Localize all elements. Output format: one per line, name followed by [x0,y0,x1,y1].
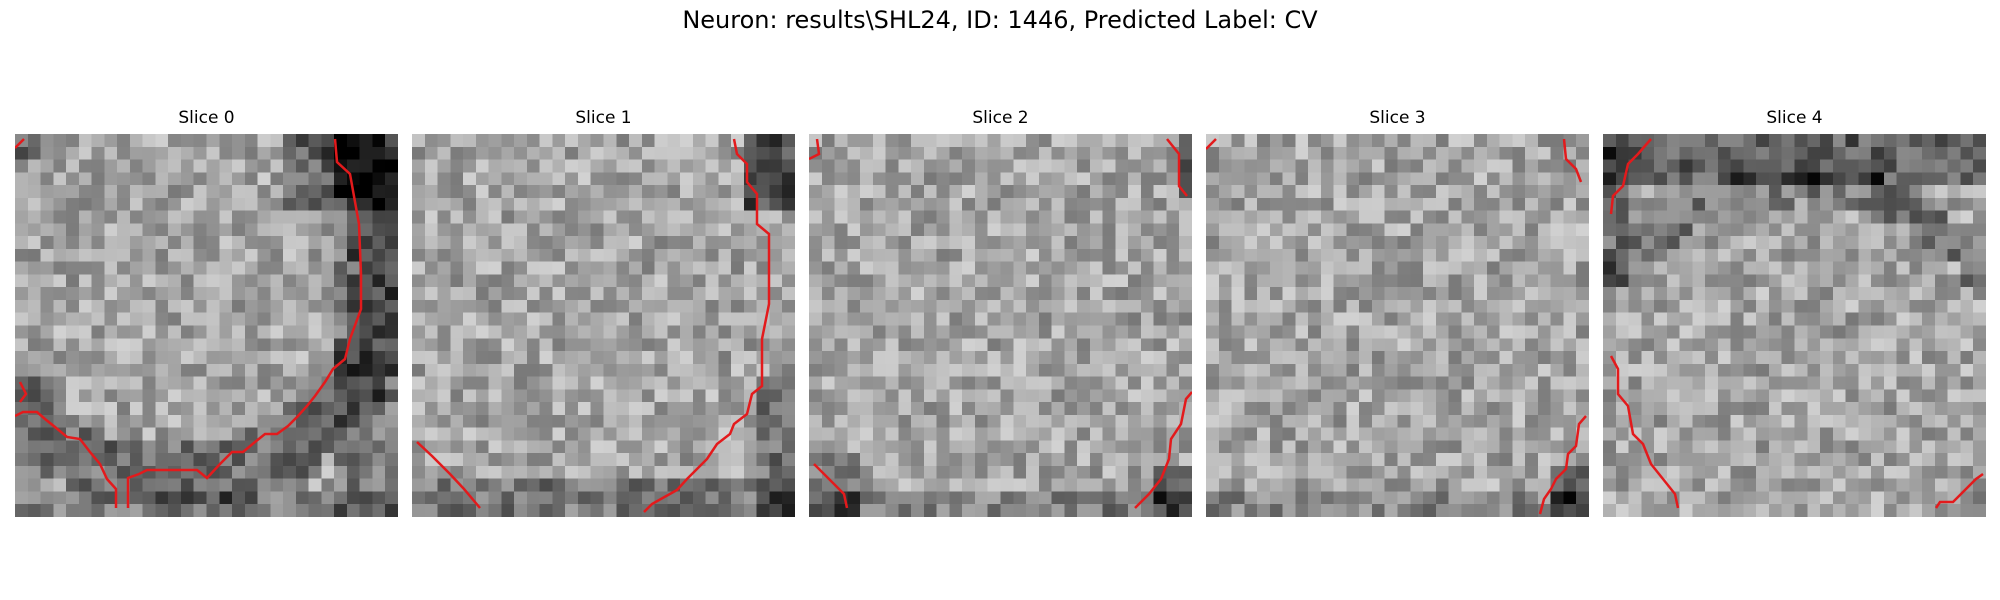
slice-0-image [15,134,398,517]
slice-4-title: Slice 4 [1766,108,1823,128]
slice-3-image [1206,134,1589,517]
slice-3-title: Slice 3 [1369,108,1426,128]
slice-0-contour [15,138,363,508]
slice-4-pixels [1603,134,1986,517]
slice-2-pixels [809,134,1192,517]
figure-title: Neuron: results\SHL24, ID: 1446, Predict… [682,6,1318,34]
slice-3-pixels [1206,134,1589,517]
slice-1-pixels [412,134,795,517]
slice-3-contour [1206,138,1587,515]
slice-1-title: Slice 1 [575,108,632,128]
slice-2-title: Slice 2 [972,108,1029,128]
slice-2-contour [809,138,1192,509]
slice-4-image [1603,134,1986,517]
slice-0-pixels [15,134,398,517]
slice-1-contour [416,138,771,513]
slice-1-image [412,134,795,517]
slice-4-contour [1609,138,1984,509]
slice-2-image [809,134,1192,517]
slice-0-title: Slice 0 [178,108,235,128]
